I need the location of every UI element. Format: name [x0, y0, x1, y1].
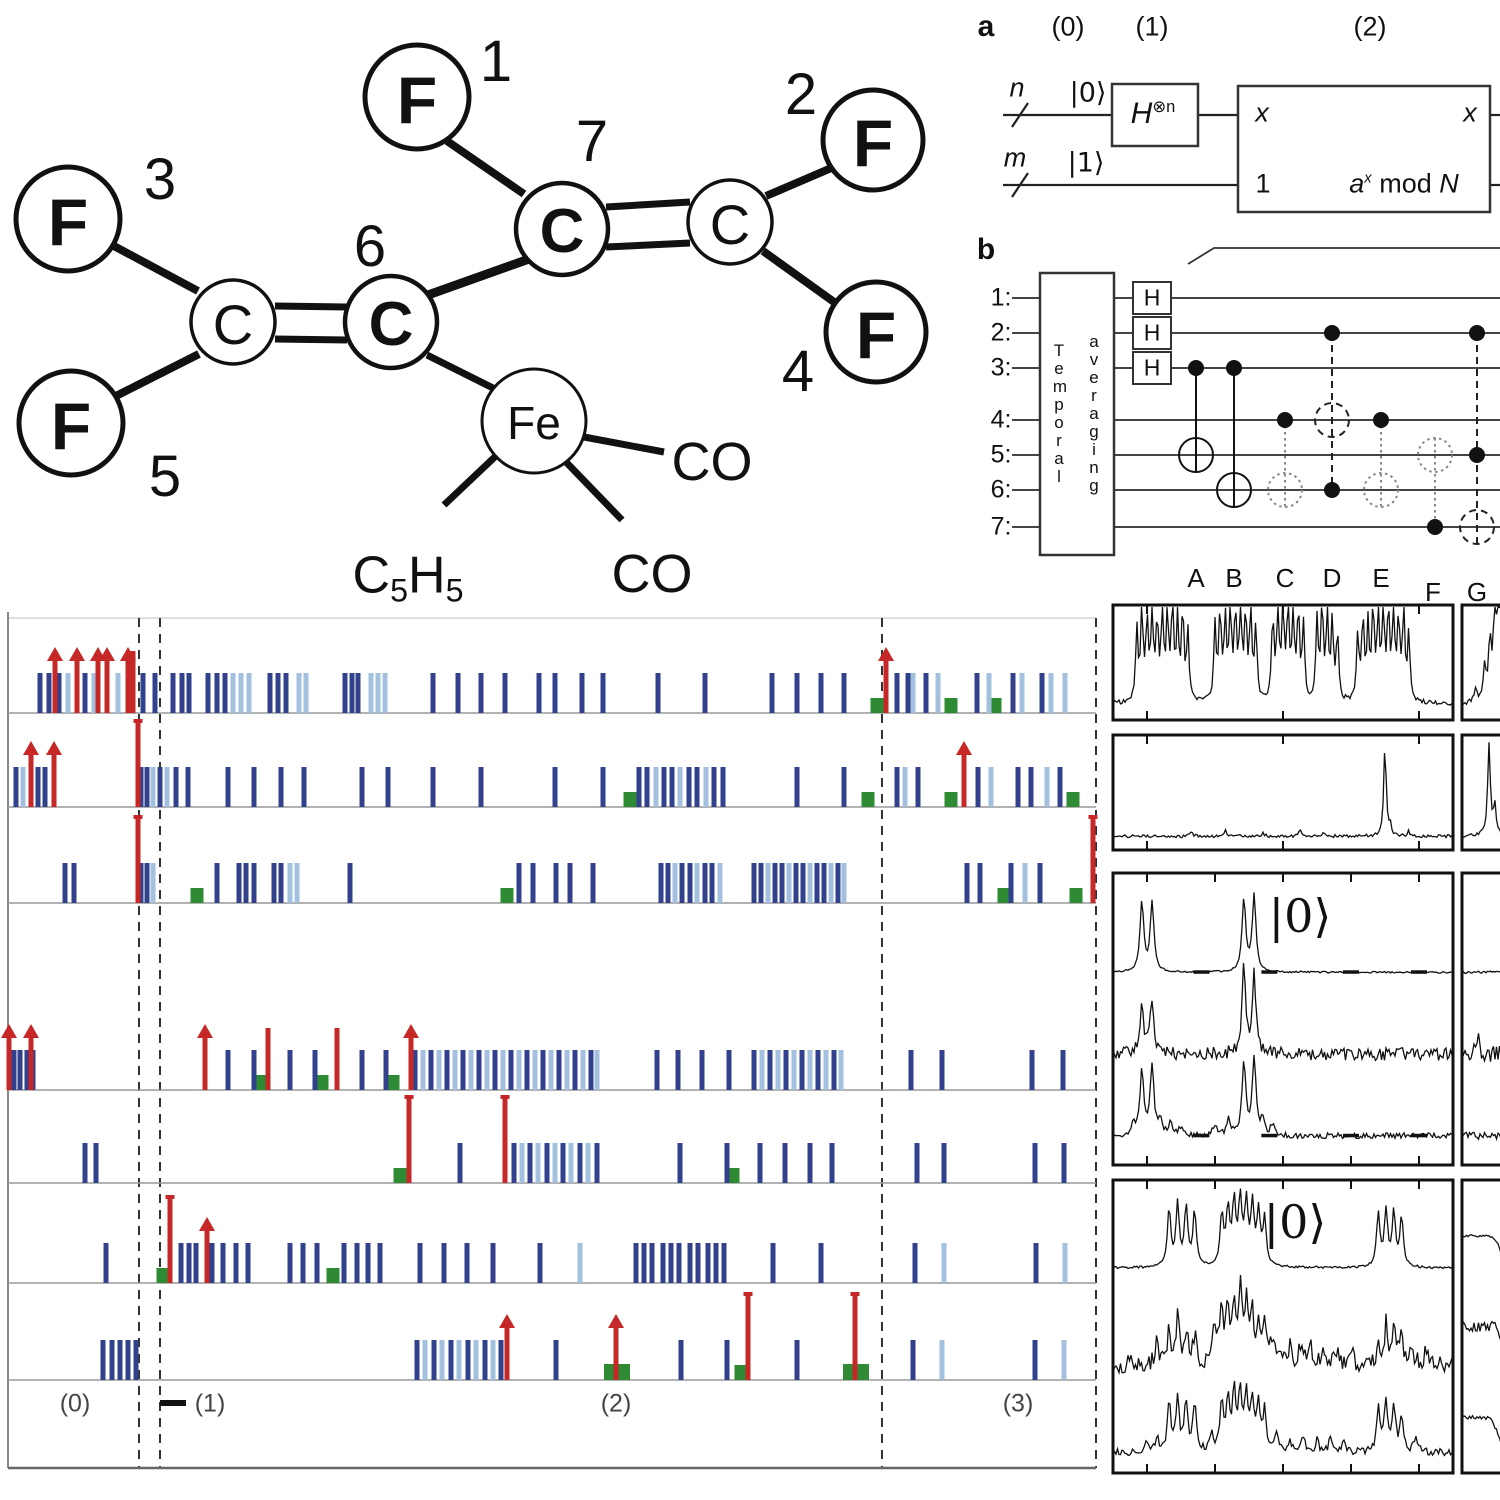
qubit-label-3: 3: — [990, 353, 1012, 382]
temporal-label: Temporal — [1052, 340, 1068, 487]
ligand-label-co1: CO — [671, 432, 753, 492]
ligand-label-co2: CO — [611, 544, 693, 604]
atom-symbol-f3: F — [47, 185, 89, 259]
panel-a-label: a — [977, 10, 995, 43]
atom-number-3: 3 — [143, 147, 177, 212]
wire-label-n: n — [1009, 72, 1025, 103]
atom-number-2: 2 — [784, 62, 818, 127]
stage-label-a0: (0) — [1051, 11, 1085, 42]
atom-symbol-c7: C — [539, 197, 585, 266]
atom-number-5: 5 — [148, 444, 182, 509]
pulse-stage-label-3: (3) — [1002, 1389, 1034, 1418]
circuit-b — [1012, 247, 1500, 557]
gate-label-e: E — [1372, 563, 1390, 593]
atom-number-7: 7 — [575, 109, 609, 174]
hadamard-n-label: H⊗n — [1130, 97, 1176, 130]
atom-symbol-c6: C — [368, 290, 414, 359]
h-gate-label-1: H — [1143, 284, 1161, 311]
pulse-stage-label-2: (2) — [600, 1389, 632, 1418]
atom-symbol-f1: F — [396, 63, 438, 137]
ubox-axmodn-label: ax mod N — [1349, 168, 1459, 199]
spectrum4-ket-label: |0⟩ — [1263, 1195, 1327, 1249]
qubit-label-7: 7: — [990, 512, 1012, 541]
wire-label-m: m — [1003, 142, 1027, 173]
atom-number-6: 6 — [353, 214, 387, 279]
circuit-a — [1003, 82, 1500, 214]
atom-symbol-f5: F — [50, 389, 92, 463]
atom-number-1: 1 — [479, 29, 513, 94]
pulse-sequence — [1, 612, 1098, 1470]
gate-label-c: C — [1275, 563, 1295, 593]
spectrum3-ket-label: |0⟩ — [1268, 889, 1332, 943]
atom-symbol-c-right: C — [709, 193, 751, 256]
stage-label-a2: (2) — [1353, 11, 1387, 42]
qubit-label-6: 6: — [990, 475, 1012, 504]
ubox-one-label: 1 — [1255, 168, 1271, 199]
ubox-x-in-label: x — [1255, 97, 1269, 128]
qubit-label-2: 2: — [990, 318, 1012, 347]
panel-b-label: b — [976, 233, 996, 266]
averaging-label: averaging — [1089, 331, 1099, 496]
gate-label-d: D — [1322, 563, 1342, 593]
ligand-label-cp: C5H5 — [352, 546, 464, 609]
stage-label-a1: (1) — [1135, 11, 1169, 42]
atom-number-4: 4 — [781, 339, 815, 404]
atom-symbol-f2: F — [852, 106, 894, 180]
gate-label-g: G — [1466, 577, 1488, 607]
ubox-x-out-label: x — [1463, 97, 1477, 128]
pulse-stage-label-0: (0) — [59, 1389, 91, 1418]
atom-symbol-fe: Fe — [507, 397, 561, 449]
atom-symbol-c-left: C — [212, 293, 254, 356]
gate-label-f: F — [1425, 577, 1441, 607]
qubit-label-1: 1: — [990, 283, 1012, 312]
atom-symbol-f4: F — [855, 298, 897, 372]
gate-label-a: A — [1187, 563, 1205, 593]
qubit-label-4: 4: — [990, 405, 1012, 434]
ket-one-label: |1⟩ — [1067, 147, 1105, 179]
gate-label-b: B — [1225, 563, 1243, 593]
ket-zero-label: |0⟩ — [1069, 77, 1107, 109]
spectra-panels — [1111, 603, 1500, 1475]
h-gate-label-3: H — [1143, 354, 1161, 381]
pulse-stage-label-1: (1) — [194, 1389, 226, 1418]
molecule-diagram — [13, 42, 929, 523]
h-gate-label-2: H — [1143, 319, 1161, 346]
qubit-label-5: 5: — [990, 440, 1012, 469]
